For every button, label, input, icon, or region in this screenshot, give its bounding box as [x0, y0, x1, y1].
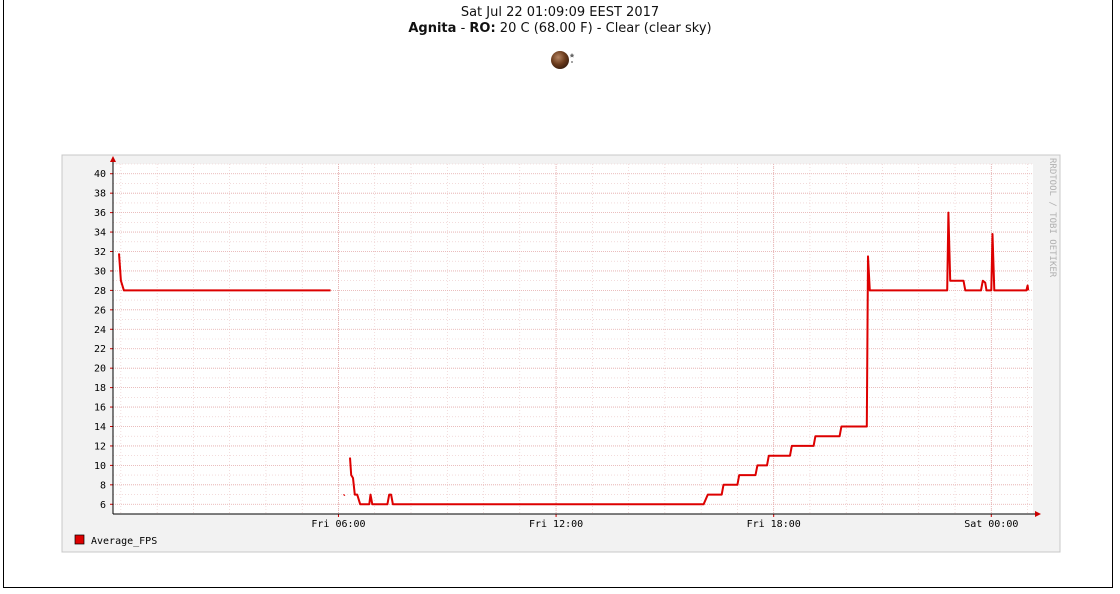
y-tick-label: 10 — [94, 461, 106, 472]
y-tick-label: 30 — [94, 266, 106, 277]
legend-label: Average_FPS — [91, 536, 157, 547]
y-tick-labels: 6 8 10 12 14 16 18 20 22 24 26 28 30 32 34 36 38 40 — [94, 169, 106, 511]
x-tick-label: Fri 18:00 — [747, 519, 801, 530]
y-tick-label: 12 — [94, 441, 106, 452]
axes — [110, 156, 1041, 517]
y-axis-arrow — [110, 156, 116, 162]
x-tick-label: Sat 00:00 — [964, 519, 1018, 530]
y-tick-label: 24 — [94, 325, 106, 336]
x-tick-labels: Fri 06:00 Fri 12:00 Fri 18:00 Sat 00:00 — [311, 519, 1018, 530]
x-axis-arrow — [1035, 511, 1041, 517]
timestamp: Sat Jul 22 01:09:09 EEST 2017 — [460, 5, 660, 20]
weather-description: 20 C (68.00 F) - Clear (clear sky) — [495, 21, 712, 36]
y-tick-label: 26 — [94, 305, 106, 316]
y-tick-label: 20 — [94, 364, 106, 375]
y-tick-label: 36 — [94, 208, 106, 219]
location-name: Agnita — [408, 21, 457, 36]
rrdtool-watermark: RRDTOOL / TOBI OETIKER — [1047, 158, 1057, 278]
clear-night-moon-icon — [551, 51, 575, 69]
series-line-average-fps — [343, 494, 346, 497]
legend: Average_FPS — [74, 534, 157, 547]
legend-swatch — [74, 534, 85, 545]
series-line-average-fps — [349, 211, 1030, 506]
x-tick-label: Fri 12:00 — [529, 519, 583, 530]
y-tick-label: 6 — [100, 500, 106, 511]
y-tick-label: 16 — [94, 403, 106, 414]
y-tick-label: 34 — [94, 228, 106, 239]
y-tick-label: 8 — [100, 480, 106, 491]
x-tick-label: Fri 06:00 — [311, 519, 365, 530]
y-tick-label: 32 — [94, 247, 106, 258]
series-line-average-fps — [118, 253, 331, 292]
y-tick-label: 38 — [94, 189, 106, 200]
series-layer — [118, 211, 1030, 506]
y-tick-label: 28 — [94, 286, 106, 297]
location-separator: - — [456, 21, 470, 36]
y-tick-label: 18 — [94, 383, 106, 394]
location-code: RO: — [469, 21, 496, 36]
y-tick-label: 22 — [94, 344, 106, 355]
y-tick-label: 14 — [94, 422, 106, 433]
weather-summary: Agnita - RO: 20 C (68.00 F) - Clear (cle… — [0, 21, 1120, 36]
y-tick-label: 40 — [94, 169, 106, 180]
